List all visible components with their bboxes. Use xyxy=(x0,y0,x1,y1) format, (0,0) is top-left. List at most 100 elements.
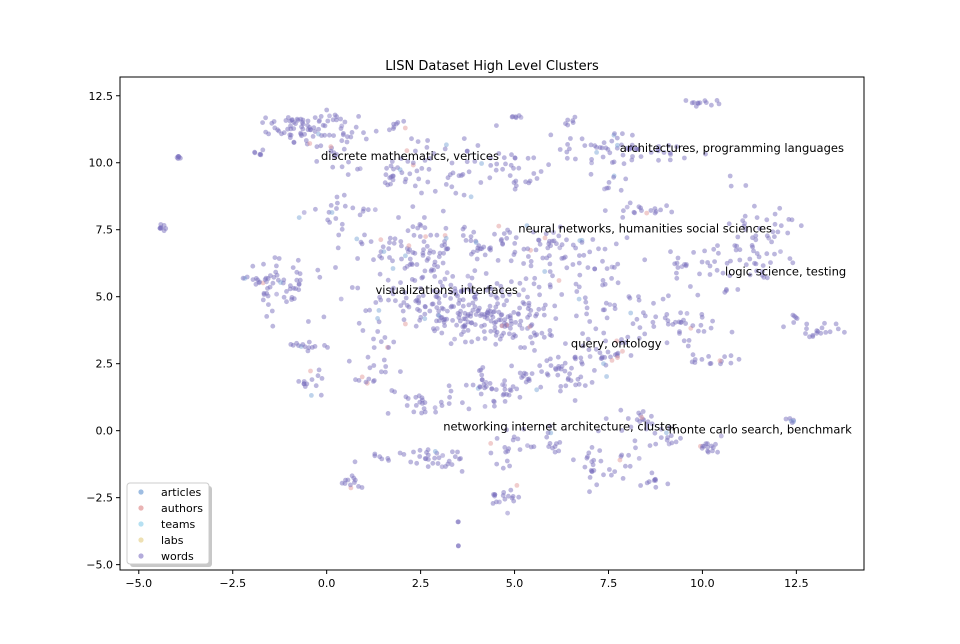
data-point xyxy=(620,152,626,158)
data-point xyxy=(440,453,446,458)
data-point xyxy=(578,355,584,361)
data-point xyxy=(664,203,669,209)
data-point xyxy=(475,336,481,342)
data-point xyxy=(599,354,605,360)
data-point xyxy=(263,115,268,121)
data-point xyxy=(432,274,438,279)
data-point xyxy=(474,256,480,262)
data-point xyxy=(609,358,615,363)
data-point xyxy=(396,215,401,220)
data-point xyxy=(356,378,362,383)
data-point xyxy=(747,256,753,262)
plot-frame xyxy=(119,76,865,571)
data-point xyxy=(424,258,430,263)
data-point xyxy=(548,363,554,368)
data-point xyxy=(252,149,257,155)
data-point xyxy=(487,175,493,181)
data-point xyxy=(303,138,309,143)
data-point xyxy=(590,237,596,242)
data-point xyxy=(487,381,493,386)
data-point xyxy=(604,374,609,379)
data-point xyxy=(543,231,549,237)
data-point xyxy=(699,259,705,265)
data-point xyxy=(648,208,654,213)
data-point xyxy=(422,316,428,322)
data-point xyxy=(468,238,474,244)
data-point xyxy=(410,224,416,230)
data-point xyxy=(399,243,404,249)
data-point xyxy=(464,148,470,154)
data-point xyxy=(504,235,510,241)
legend-label: labs xyxy=(161,534,184,547)
data-point xyxy=(250,263,256,269)
data-point xyxy=(371,345,377,350)
data-point xyxy=(698,322,704,328)
data-point xyxy=(547,328,553,333)
data-point xyxy=(674,144,680,150)
data-point xyxy=(571,457,576,463)
data-point xyxy=(670,322,676,327)
x-tick-label: 5.0 xyxy=(506,577,524,590)
data-point xyxy=(620,476,626,481)
data-point xyxy=(619,428,625,433)
data-point xyxy=(469,275,475,281)
data-point xyxy=(684,262,689,267)
data-point xyxy=(760,269,765,274)
data-point xyxy=(466,169,472,175)
data-point xyxy=(513,235,519,241)
data-point xyxy=(554,241,559,247)
data-point xyxy=(318,392,324,398)
data-point xyxy=(503,449,509,455)
data-point xyxy=(455,519,461,525)
data-point xyxy=(465,328,471,333)
data-point xyxy=(589,380,595,385)
data-point xyxy=(313,206,318,212)
data-point xyxy=(702,248,707,254)
data-point xyxy=(728,258,733,264)
data-point xyxy=(678,435,683,441)
data-point xyxy=(512,241,518,246)
data-point xyxy=(412,278,418,283)
data-point xyxy=(295,257,301,263)
data-point xyxy=(309,393,314,398)
data-point xyxy=(636,335,642,341)
data-point xyxy=(534,387,540,393)
data-point xyxy=(607,302,613,307)
legend-label: articles xyxy=(161,486,202,499)
data-point xyxy=(460,303,466,309)
data-point xyxy=(516,311,521,317)
data-point xyxy=(491,492,496,497)
data-point xyxy=(706,354,711,359)
data-point xyxy=(584,311,589,317)
data-point xyxy=(240,275,246,281)
data-point xyxy=(398,239,404,244)
data-point xyxy=(568,378,574,383)
data-point xyxy=(711,246,717,252)
data-point xyxy=(660,296,666,302)
data-point xyxy=(385,182,391,188)
data-point xyxy=(769,239,774,245)
data-point xyxy=(436,296,442,301)
data-point xyxy=(393,298,398,304)
data-point xyxy=(497,336,503,342)
data-point xyxy=(741,223,747,229)
data-point xyxy=(653,314,659,320)
data-point xyxy=(327,220,332,225)
data-point xyxy=(410,160,416,166)
data-point xyxy=(587,354,593,359)
data-point xyxy=(432,259,438,265)
data-point xyxy=(297,271,303,277)
data-point xyxy=(498,317,504,323)
data-point xyxy=(736,356,742,362)
data-point xyxy=(611,159,617,165)
data-point xyxy=(409,261,414,266)
data-point xyxy=(540,255,546,261)
data-point xyxy=(289,117,295,123)
data-point xyxy=(528,444,534,450)
data-point xyxy=(402,125,408,131)
data-point xyxy=(508,325,513,331)
data-point xyxy=(612,306,618,312)
data-point xyxy=(589,160,594,166)
data-point xyxy=(714,267,720,273)
data-point xyxy=(404,403,410,408)
